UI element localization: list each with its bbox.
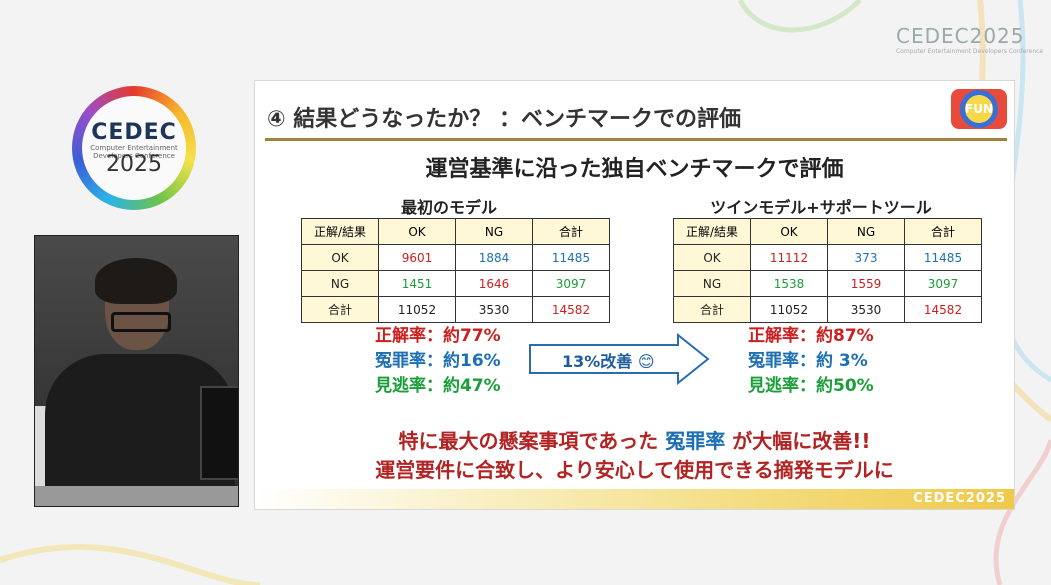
table-cell: 3097 — [532, 270, 610, 297]
left-rate-correct: 正解率：約77% — [375, 326, 501, 346]
cedec-top-logo: CEDEC2025 Computer Entertainment Develop… — [896, 24, 1043, 55]
table-cell: 11485 — [532, 244, 610, 271]
table-header-cell: NG — [455, 218, 533, 245]
logo-tagline: Computer Entertainment Developers Confer… — [90, 144, 178, 160]
table-cell: 1646 — [455, 270, 533, 297]
table-cell: OK — [673, 244, 751, 271]
table-header-cell: OK — [750, 218, 828, 245]
table-cell: 3530 — [827, 296, 905, 323]
table-cell: 14582 — [904, 296, 982, 323]
logo-year: 2025 — [106, 152, 162, 177]
title-rule — [265, 138, 1007, 141]
table-header-cell: NG — [827, 218, 905, 245]
improvement-label: 13%改善 😊 — [562, 352, 655, 371]
right-rate-false-positive: 冤罪率：約 3% — [748, 351, 868, 371]
table-cell: 1451 — [378, 270, 456, 297]
logo-inner — [82, 96, 186, 200]
fun-logo-text: FUN — [965, 102, 993, 116]
conclusion-line-2: 運営要件に合致し、より安心して使用できる摘発モデルに — [375, 458, 894, 482]
table-cell: 3097 — [904, 270, 982, 297]
right-rate-correct: 正解率：約87% — [748, 326, 874, 346]
table-row: OK 9601 1884 11485 — [301, 244, 610, 271]
speaker-camera-feed — [34, 235, 239, 507]
improvement-arrow: 13%改善 😊 — [528, 332, 710, 386]
conclusion-pre: 特に最大の懸案事項であった — [398, 429, 666, 453]
right-rates: 正解率：約87% 冤罪率：約 3% 見逃率：約50% — [748, 324, 874, 399]
table-row: NG 1538 1559 3097 — [673, 270, 982, 297]
stage-monitor — [200, 386, 238, 480]
left-rate-missed: 見逃率：約47% — [375, 376, 501, 396]
table-header-cell: 正解/結果 — [301, 218, 379, 245]
table-cell: 11052 — [378, 296, 456, 323]
table-cell: 合計 — [301, 296, 379, 323]
table-header-cell: OK — [378, 218, 456, 245]
table-row: 合計 11052 3530 14582 — [673, 296, 982, 323]
left-table-caption: 最初のモデル — [400, 198, 497, 217]
fun-logo: FUN — [951, 89, 1007, 129]
speaker-glasses — [111, 312, 171, 332]
table-header-row: 正解/結果 OK NG 合計 — [673, 218, 982, 245]
slide-subtitle: 運営基準に沿った独自ベンチマークで評価 — [425, 157, 844, 182]
table-cell: OK — [301, 244, 379, 271]
right-table-caption: ツインモデル+サポートツール — [710, 198, 932, 217]
top-logo-tagline: Computer Entertainment Developers Confer… — [896, 48, 1044, 55]
conclusion-post: が大幅に改善!! — [725, 429, 871, 453]
table-cell: 11485 — [904, 244, 982, 271]
table-row: OK 11112 373 11485 — [673, 244, 982, 271]
conclusion-highlight: 冤罪率 — [665, 429, 726, 453]
table-cell: NG — [673, 270, 751, 297]
table-cell: 14582 — [532, 296, 610, 323]
table-header-cell: 正解/結果 — [673, 218, 751, 245]
table-cell: 1538 — [750, 270, 828, 297]
top-logo-text: CEDEC2025 — [896, 24, 1025, 48]
table-cell: NG — [301, 270, 379, 297]
table-cell: 1884 — [455, 244, 533, 271]
table-cell: 1559 — [827, 270, 905, 297]
left-rate-false-positive: 冤罪率：約16% — [375, 351, 501, 371]
table-cell: 9601 — [378, 244, 456, 271]
slide-footer-bar: CEDEC2025 — [255, 489, 1014, 509]
presentation-slide: ④ 結果どうなったか？ ：ベンチマークでの評価 FUN 運営基準に沿った独自ベン… — [254, 80, 1015, 510]
left-rates: 正解率：約77% 冤罪率：約16% 見逃率：約47% — [375, 324, 501, 399]
speaker-hair — [95, 258, 177, 304]
table-row: NG 1451 1646 3097 — [301, 270, 610, 297]
footer-logo: CEDEC2025 — [913, 491, 1006, 506]
logo-main-text: CEDEC — [91, 120, 177, 145]
table-row: 合計 11052 3530 14582 — [301, 296, 610, 323]
table-header-cell: 合計 — [532, 218, 610, 245]
slide-title: ④ 結果どうなったか？ ：ベンチマークでの評価 — [267, 107, 741, 132]
conclusion-line-1: 特に最大の懸案事項であった 冤罪率 が大幅に改善!! — [255, 425, 1014, 454]
right-confusion-table: 正解/結果 OK NG 合計 OK 11112 373 11485 NG 153… — [673, 218, 982, 323]
table-header-row: 正解/結果 OK NG 合計 — [301, 218, 610, 245]
table-header-cell: 合計 — [904, 218, 982, 245]
table-cell: 3530 — [455, 296, 533, 323]
arrow-icon — [529, 332, 710, 386]
table-cell: 合計 — [673, 296, 751, 323]
table-cell: 11112 — [750, 244, 828, 271]
desk — [35, 486, 238, 506]
cedec-logo: CEDEC Computer Entertainment Developers … — [72, 86, 196, 210]
left-confusion-table: 正解/結果 OK NG 合計 OK 9601 1884 11485 NG 145… — [301, 218, 610, 323]
right-rate-missed: 見逃率：約50% — [748, 376, 874, 396]
table-cell: 11052 — [750, 296, 828, 323]
table-cell: 373 — [827, 244, 905, 271]
